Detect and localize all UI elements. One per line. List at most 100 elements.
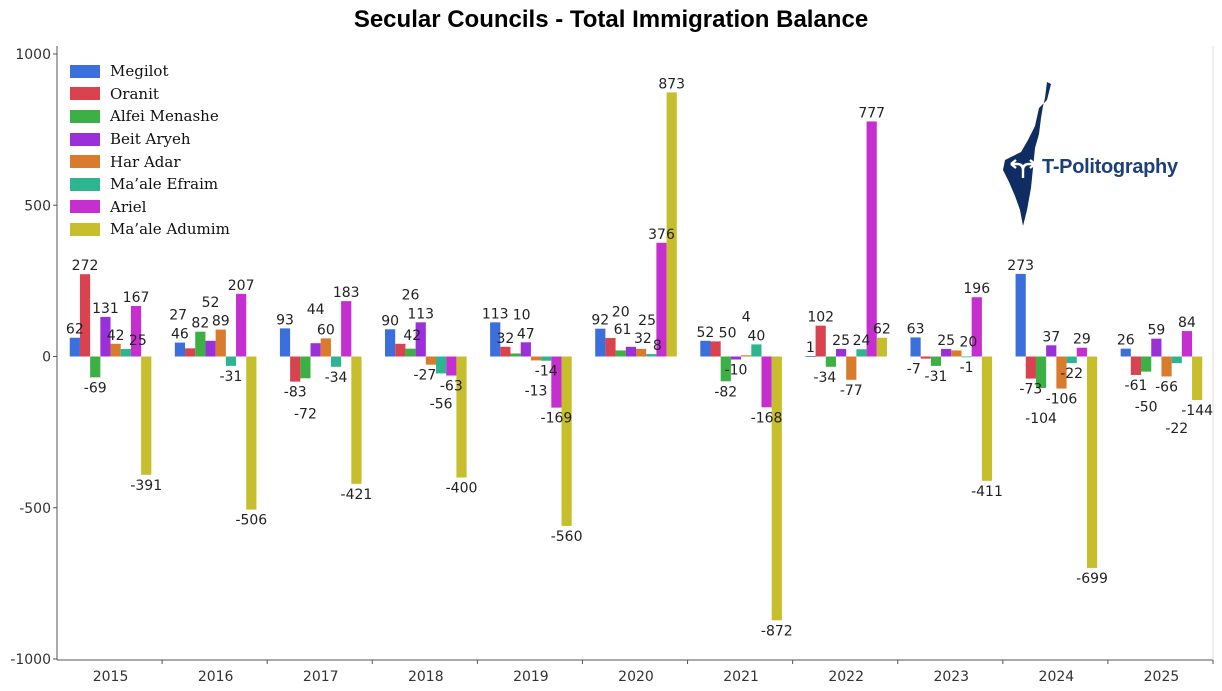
bar xyxy=(100,316,111,357)
data-label: -34 xyxy=(325,370,348,386)
bar xyxy=(1192,356,1203,401)
bar xyxy=(205,340,216,357)
bar xyxy=(236,293,247,357)
data-label: -400 xyxy=(446,481,478,497)
bar xyxy=(425,356,437,365)
bar xyxy=(846,356,857,380)
data-label: 196 xyxy=(963,281,990,297)
legend-swatch xyxy=(70,64,100,78)
bar xyxy=(415,322,426,357)
bar xyxy=(141,356,152,475)
data-label: 27 xyxy=(169,307,187,323)
y-tick-label: 0 xyxy=(42,350,51,366)
x-tick-label: 2017 xyxy=(303,669,339,685)
bar xyxy=(69,337,80,357)
bar xyxy=(625,346,636,357)
bar xyxy=(805,356,816,357)
data-label: -72 xyxy=(294,406,317,422)
bar xyxy=(174,342,186,357)
bar xyxy=(930,356,942,366)
bar xyxy=(1141,356,1152,372)
data-label: -506 xyxy=(235,513,267,529)
legend-swatch xyxy=(70,87,100,101)
x-tick-label: 2025 xyxy=(1144,669,1180,685)
bar xyxy=(1130,356,1142,375)
y-tick-label: -500 xyxy=(19,501,51,517)
bar xyxy=(1066,356,1077,364)
data-label: -144 xyxy=(1181,403,1213,419)
bar xyxy=(446,356,457,376)
bar xyxy=(561,356,572,526)
bar xyxy=(330,356,342,367)
data-label: -699 xyxy=(1076,571,1108,587)
data-label: 113 xyxy=(482,306,509,322)
bar xyxy=(1035,356,1047,388)
legend-swatch xyxy=(70,109,100,123)
bar xyxy=(490,322,501,357)
data-label: 61 xyxy=(614,322,632,338)
data-label: 32 xyxy=(634,331,652,347)
data-label: -7 xyxy=(907,362,921,378)
data-label: 40 xyxy=(747,328,765,344)
data-label: 60 xyxy=(317,322,335,338)
bar xyxy=(646,354,657,357)
legend-swatch xyxy=(70,222,100,236)
data-label: -31 xyxy=(219,369,242,385)
data-label: -83 xyxy=(284,385,307,401)
bar xyxy=(815,325,826,357)
data-label: 24 xyxy=(853,333,871,349)
data-label: -34 xyxy=(813,370,836,386)
data-label: -872 xyxy=(761,623,793,639)
bar xyxy=(500,346,511,357)
data-label: -61 xyxy=(1125,378,1148,394)
data-label: 59 xyxy=(1147,323,1165,339)
data-label: 62 xyxy=(66,322,84,338)
legend-item: Megilot xyxy=(70,60,230,83)
bar xyxy=(1056,356,1067,389)
y-tick-label: -1000 xyxy=(10,652,51,668)
bar xyxy=(1076,347,1087,357)
bar xyxy=(595,328,606,357)
data-label: 92 xyxy=(591,313,609,329)
data-label: 62 xyxy=(873,322,891,338)
bar xyxy=(876,337,887,357)
data-label: 52 xyxy=(696,325,714,341)
bar xyxy=(300,356,311,379)
legend: Megilot Oranit Alfei Menashe Beit Aryeh Har … xyxy=(70,60,230,241)
legend-label: Ma’ale Adumim xyxy=(110,220,230,239)
data-label: 167 xyxy=(123,290,150,306)
bar xyxy=(1120,348,1131,357)
bar xyxy=(215,329,226,357)
data-label: 25 xyxy=(937,333,955,349)
legend-label: Beit Aryeh xyxy=(110,130,191,149)
bar xyxy=(351,356,362,484)
bar xyxy=(771,356,782,621)
data-label: 131 xyxy=(92,301,119,317)
bar xyxy=(1015,273,1026,357)
data-label: -411 xyxy=(971,484,1003,500)
bar xyxy=(971,297,982,357)
data-label: -104 xyxy=(1025,411,1057,427)
legend-label: Alfei Menashe xyxy=(110,107,219,126)
data-label: 10 xyxy=(513,307,531,323)
legend-swatch xyxy=(70,132,100,146)
data-label: 84 xyxy=(1178,315,1196,331)
data-label: 20 xyxy=(959,334,977,350)
bar xyxy=(110,343,121,357)
bar xyxy=(751,344,762,357)
data-label: 25 xyxy=(129,333,147,349)
bar xyxy=(90,356,101,378)
data-label: -50 xyxy=(1135,400,1158,416)
bar xyxy=(656,242,667,357)
data-label: -22 xyxy=(1165,421,1188,437)
bar xyxy=(910,337,921,357)
data-label: 25 xyxy=(638,313,656,329)
bar xyxy=(835,348,847,357)
data-label: -56 xyxy=(430,396,453,412)
data-label: 63 xyxy=(907,321,925,337)
bar xyxy=(666,92,677,357)
data-label: -31 xyxy=(925,369,948,385)
data-label: -63 xyxy=(440,379,463,395)
data-label: 4 xyxy=(742,309,751,325)
